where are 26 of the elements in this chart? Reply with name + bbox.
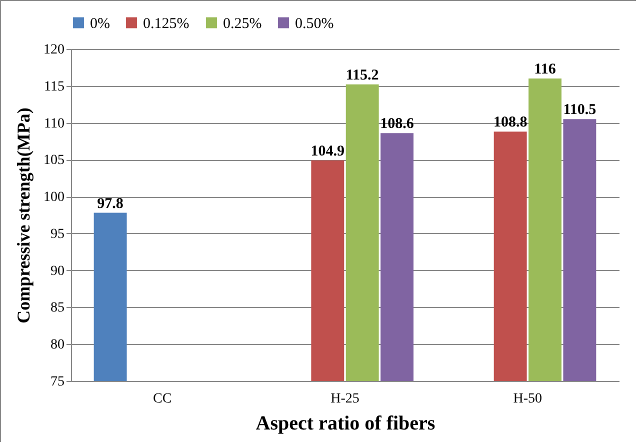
legend-label: 0.50% bbox=[295, 16, 334, 32]
data-label: 115.2 bbox=[346, 67, 379, 84]
y-tick-label: 95 bbox=[50, 226, 64, 242]
data-label: 108.6 bbox=[380, 116, 414, 132]
y-tick-label: 105 bbox=[44, 153, 64, 168]
y-tick-label: 75 bbox=[50, 374, 64, 390]
legend-label: 0.25% bbox=[223, 16, 262, 32]
y-tick-label: 110 bbox=[44, 116, 64, 132]
data-label: 108.8 bbox=[493, 114, 528, 131]
y-tick-label: 115 bbox=[44, 79, 64, 94]
data-label: 97.8 bbox=[97, 196, 124, 212]
y-tick-label: 100 bbox=[44, 190, 64, 206]
legend-label: 0.125% bbox=[143, 16, 190, 32]
y-tick-label: 80 bbox=[50, 338, 64, 353]
y-tick-label: 85 bbox=[50, 300, 64, 316]
y-tick-label: 90 bbox=[50, 264, 64, 279]
y-axis-title: Compressive strength(MPa) bbox=[14, 108, 34, 324]
data-label: 116 bbox=[534, 62, 556, 78]
x-tick-label: CC bbox=[152, 392, 172, 406]
x-tick-label: H-50 bbox=[513, 392, 542, 406]
data-label: 104.9 bbox=[310, 143, 345, 160]
data-label: 110.5 bbox=[563, 102, 596, 118]
y-tick-label: 120 bbox=[44, 42, 64, 58]
x-tick-label: H-25 bbox=[330, 392, 360, 406]
legend-label: 0% bbox=[90, 16, 110, 32]
x-axis-title: Aspect ratio of fibers bbox=[256, 412, 436, 434]
